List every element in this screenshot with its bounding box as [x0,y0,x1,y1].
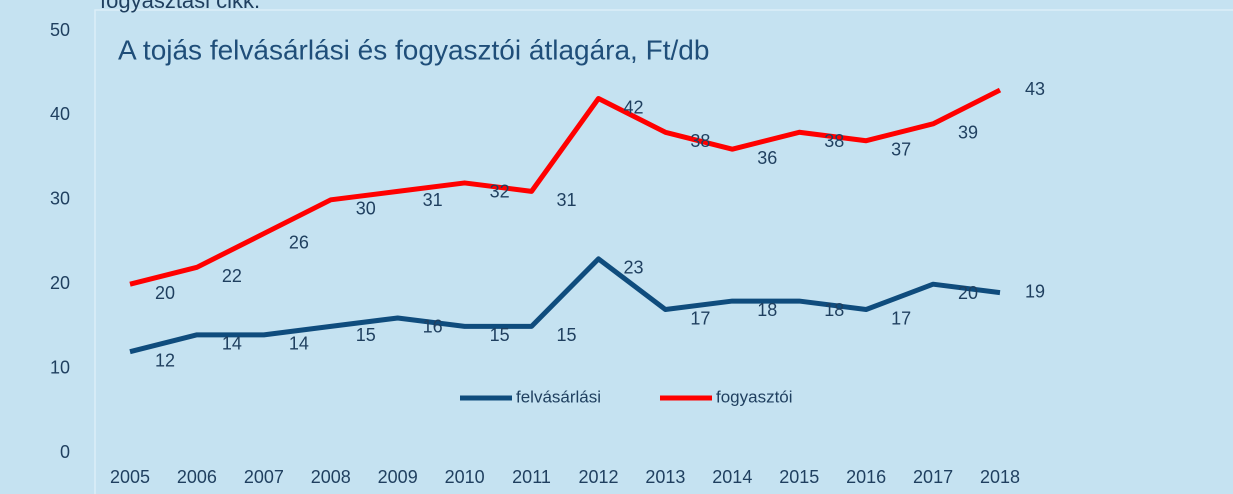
x-tick-label: 2015 [779,467,819,487]
data-label: 18 [824,300,844,320]
data-label: 37 [891,139,911,159]
data-label: 15 [490,325,510,345]
chart-frame [94,9,1233,494]
data-label: 31 [423,190,443,210]
data-label: 14 [289,334,309,354]
x-tick-label: 2005 [110,467,150,487]
data-label: 20 [155,283,175,303]
data-label: 16 [423,317,443,337]
data-label: 31 [557,190,577,210]
data-label: 14 [222,334,242,354]
x-tick-label: 2014 [712,467,752,487]
series-line [129,87,1002,287]
x-tick-label: 2010 [445,467,485,487]
data-label: 15 [356,325,376,345]
x-tick-label: 2011 [512,467,551,487]
chart-title: A tojás felvásárlási és fogyasztói átlag… [118,34,709,65]
y-tick-label: 0 [60,442,70,462]
data-label: 19 [1025,281,1045,301]
data-label: 17 [891,308,911,328]
y-tick-label: 50 [50,20,70,40]
data-label: 26 [289,232,309,252]
data-label: 18 [757,300,777,320]
data-label: 36 [757,148,777,168]
data-label: 17 [690,308,710,328]
data-label: 15 [557,325,577,345]
series-line [129,256,1001,355]
x-tick-label: 2006 [177,467,217,487]
legend-label: fogyasztói [716,387,793,406]
legend-label: felvásárlási [516,387,601,406]
data-label: 32 [490,182,510,202]
data-label: 43 [1025,79,1045,99]
x-tick-label: 2012 [578,467,618,487]
x-tick-label: 2013 [645,467,685,487]
data-label: 38 [824,131,844,151]
y-tick-label: 10 [50,357,70,377]
caption-fragment: fogyasztási cikk. [100,0,260,13]
x-tick-label: 2017 [913,467,953,487]
x-tick-label: 2008 [311,467,351,487]
data-label: 12 [155,350,175,370]
data-label: 38 [690,131,710,151]
data-label: 39 [958,123,978,143]
data-label: 22 [222,266,242,286]
x-tick-label: 2018 [980,467,1020,487]
y-tick-label: 40 [50,104,70,124]
data-label: 30 [356,199,376,219]
y-tick-label: 30 [50,189,70,209]
x-tick-label: 2009 [378,467,418,487]
y-tick-label: 20 [50,273,70,293]
data-label: 42 [623,97,643,117]
data-label: 20 [958,283,978,303]
data-label: 23 [623,258,643,278]
x-tick-label: 2007 [244,467,284,487]
x-tick-label: 2016 [846,467,886,487]
